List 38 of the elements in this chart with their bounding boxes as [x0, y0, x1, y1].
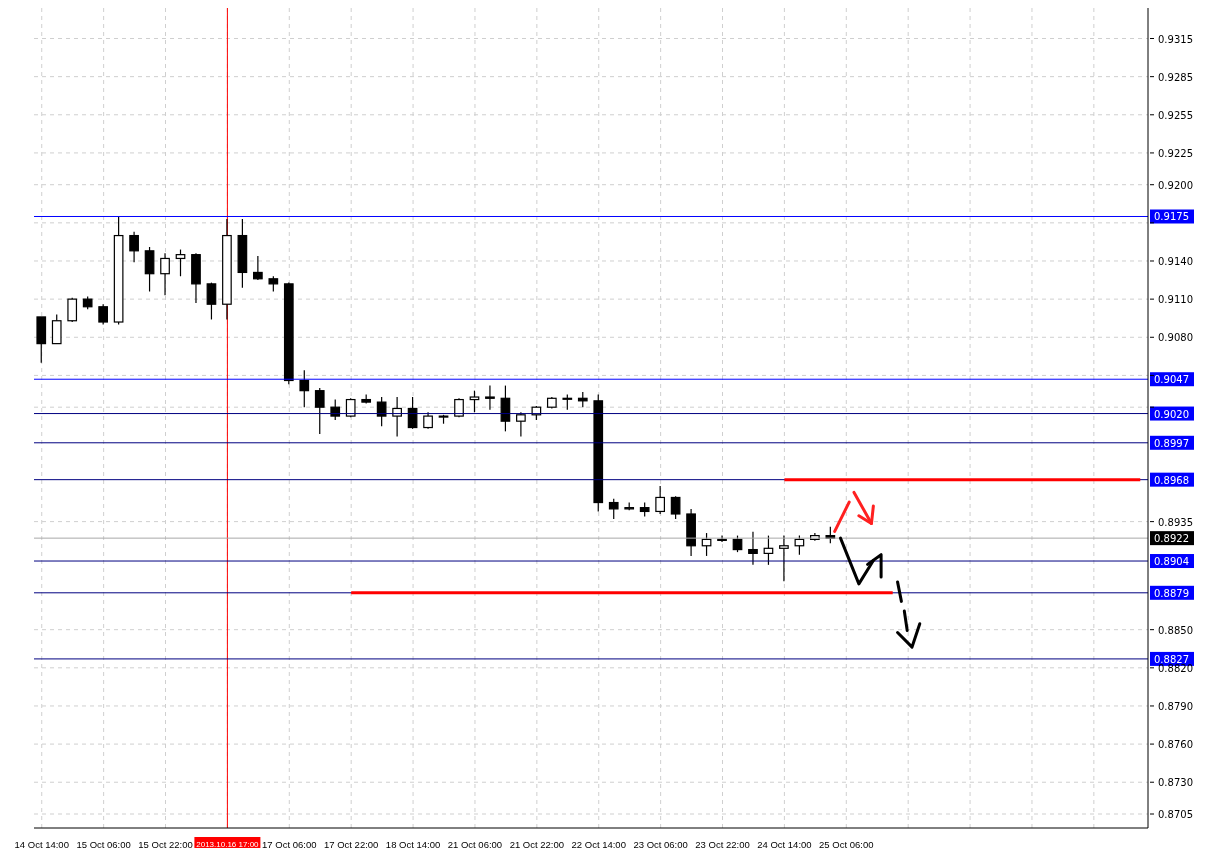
y-tick-label: 0.8705 [1158, 809, 1193, 821]
x-tick-label: 17 Oct 22:00 [323, 839, 379, 850]
x-tick-label: 14 Oct 14:00 [14, 839, 69, 850]
y-tick-label: 0.8730 [1158, 777, 1193, 789]
y-tick-label: 0.9080 [1158, 332, 1193, 344]
y-tick-label: 0.9315 [1158, 33, 1193, 45]
x-tick-label: 23 Oct 22:00 [695, 839, 750, 850]
y-tick-label: 0.8760 [1158, 739, 1193, 751]
y-tick-label: 0.9200 [1158, 179, 1193, 191]
ref-line-label: 0.8968 [1154, 474, 1189, 486]
ref-line-label: 0.8997 [1154, 437, 1189, 449]
x-tick-label: 22 Oct 14:00 [571, 839, 626, 850]
x-tick-label: 25 Oct 06:00 [819, 839, 874, 850]
ref-line-label: 0.9047 [1154, 374, 1189, 386]
y-tick-label: 0.8820 [1158, 662, 1193, 674]
ref-line-label: 0.8922 [1154, 533, 1189, 545]
y-tick-label: 0.9110 [1158, 294, 1193, 306]
y-tick-label: 0.8790 [1158, 700, 1193, 712]
x-tick-label: 15 Oct 06:00 [76, 839, 131, 850]
x-tick-label: 24 Oct 14:00 [757, 839, 812, 850]
ref-line-label: 0.8904 [1154, 556, 1189, 568]
ref-line-label: 0.9020 [1154, 408, 1189, 420]
x-tick-label: 23 Oct 06:00 [633, 839, 688, 850]
x-tick-label: 21 Oct 06:00 [447, 839, 503, 850]
x-tick-label: 2013.10.16 17:00 [196, 840, 260, 849]
y-tick-label: 0.9285 [1158, 71, 1193, 83]
y-tick-label: 0.9140 [1158, 255, 1193, 267]
y-tick-label: 0.8850 [1158, 624, 1193, 636]
x-tick-label: 17 Oct 06:00 [262, 839, 317, 850]
y-tick-label: 0.9225 [1158, 147, 1193, 159]
ref-line-label: 0.8879 [1154, 587, 1189, 599]
x-tick-label: 21 Oct 22:00 [509, 839, 565, 850]
y-tick-label: 0.9255 [1158, 109, 1193, 121]
y-tick-label: 0.8935 [1158, 516, 1193, 528]
x-tick-label: 15 Oct 22:00 [138, 839, 193, 850]
ref-line-label: 0.9175 [1154, 211, 1189, 223]
x-tick-label: 18 Oct 14:00 [385, 839, 441, 850]
ref-line-label: 0.8827 [1154, 653, 1189, 665]
